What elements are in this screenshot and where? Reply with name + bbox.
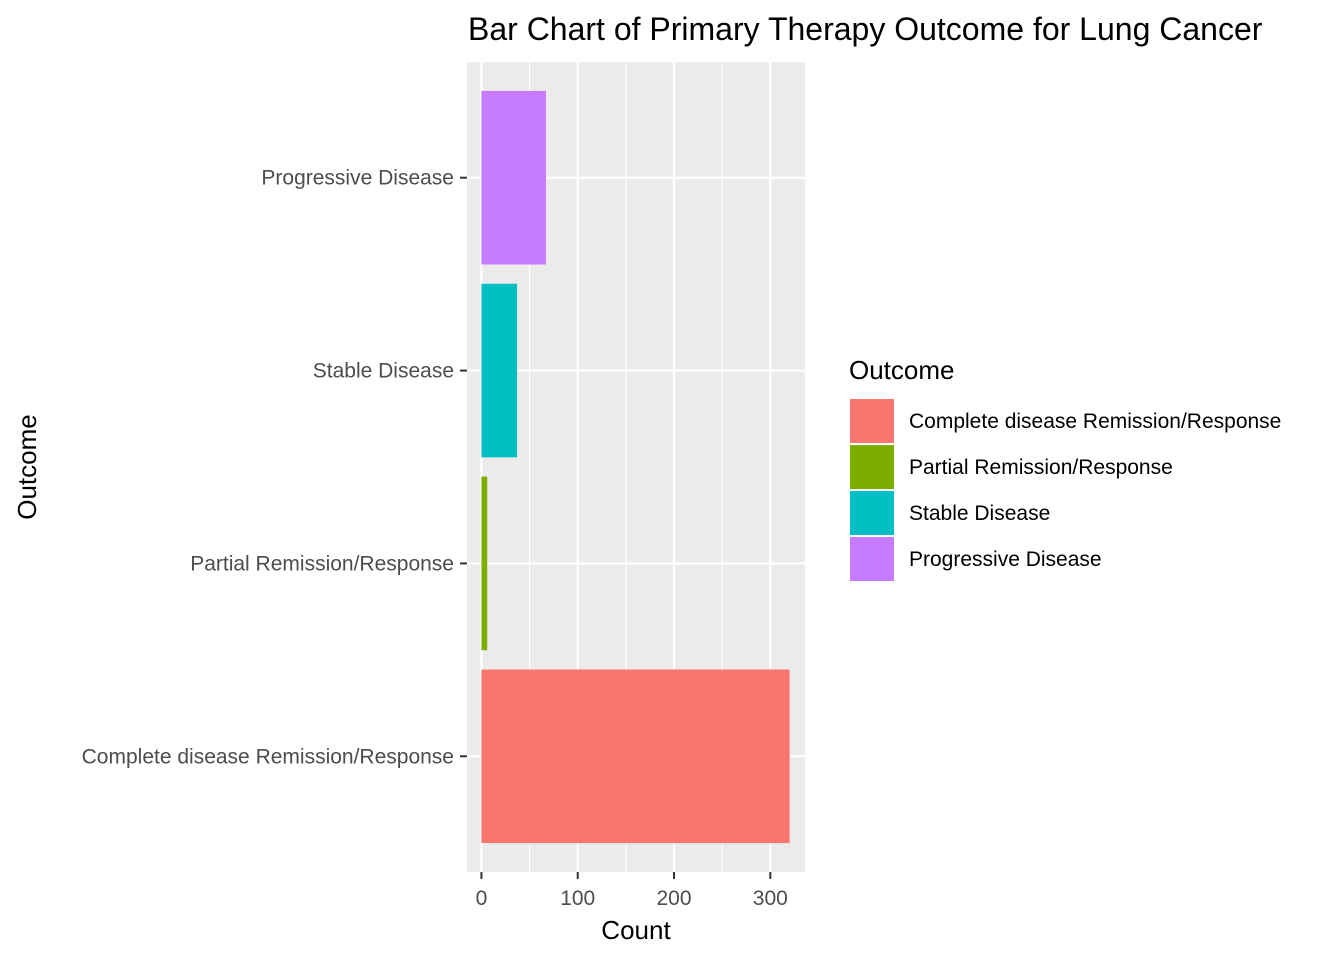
legend: Outcome Complete disease Remission/Respo…: [849, 355, 1281, 582]
legend-swatch: [850, 445, 894, 489]
x-tick-label: 100: [560, 887, 595, 910]
bar: [481, 283, 518, 458]
y-tick-label: Progressive Disease: [261, 167, 454, 190]
bar: [481, 669, 790, 844]
legend-label: Progressive Disease: [909, 548, 1102, 571]
legend-swatch: [850, 537, 894, 581]
bar: [481, 476, 488, 651]
x-tick-label: 0: [476, 887, 488, 910]
legend-title: Outcome: [849, 355, 955, 385]
bar: [481, 90, 546, 265]
y-tick-label: Complete disease Remission/Response: [82, 745, 454, 768]
x-axis-title: Count: [601, 915, 671, 945]
legend-swatch: [850, 491, 894, 535]
y-axis: Complete disease Remission/Response Parti…: [82, 167, 467, 768]
x-tick-label: 300: [753, 887, 788, 910]
chart-title: Bar Chart of Primary Therapy Outcome for…: [468, 11, 1263, 47]
legend-label: Stable Disease: [909, 502, 1050, 525]
y-tick-label: Stable Disease: [313, 360, 454, 383]
bars: [481, 90, 790, 844]
x-tick-label: 200: [657, 887, 692, 910]
legend-label: Partial Remission/Response: [909, 456, 1173, 479]
legend-label: Complete disease Remission/Response: [909, 410, 1281, 433]
y-axis-title: Outcome: [12, 414, 42, 520]
legend-swatch: [850, 399, 894, 443]
x-axis: 0 100 200 300: [476, 872, 788, 910]
y-tick-label: Partial Remission/Response: [190, 552, 454, 575]
